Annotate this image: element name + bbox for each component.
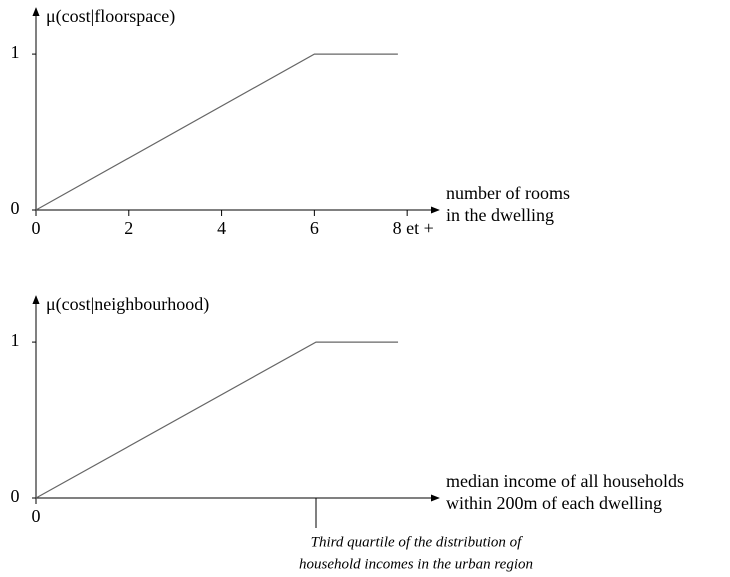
- x-axis-label: number of rooms: [446, 183, 570, 203]
- y-axis-label: μ(cost|floorspace): [46, 6, 175, 27]
- membership-line: [35, 53, 398, 211]
- x-tick-label: 2: [124, 218, 133, 238]
- x-axis-label: in the dwelling: [446, 205, 554, 225]
- x-tick-annotation: Third quartile of the distribution of: [311, 534, 524, 550]
- y-tick-label: 0: [11, 198, 20, 218]
- membership-line: [35, 341, 399, 499]
- y-tick-label: 0: [11, 486, 20, 506]
- x-axis-label: within 200m of each dwelling: [446, 493, 662, 513]
- y-tick-label: 1: [11, 330, 20, 350]
- y-axis-label: μ(cost|neighbourhood): [46, 294, 209, 315]
- x-axis-label: median income of all households: [446, 471, 684, 491]
- x-tick-label: 0: [32, 218, 41, 238]
- x-tick-label: 6: [310, 218, 319, 238]
- x-tick-label: 4: [217, 218, 226, 238]
- x-tick-label: 0: [32, 506, 41, 526]
- y-tick-label: 1: [11, 42, 20, 62]
- x-tick-label: 8 et +: [393, 218, 434, 238]
- x-tick-annotation: household incomes in the urban region: [299, 556, 533, 572]
